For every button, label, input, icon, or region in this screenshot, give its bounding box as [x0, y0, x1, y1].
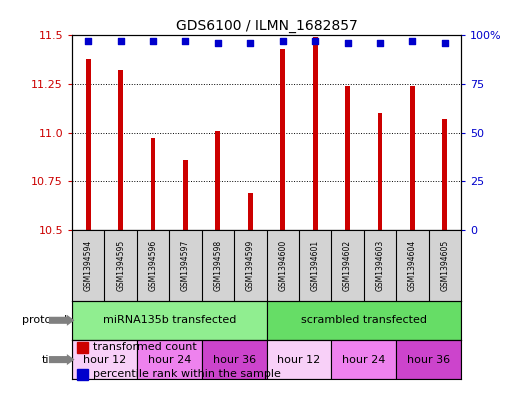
Point [214, 40, 222, 46]
Point [441, 40, 449, 46]
Text: hour 36: hour 36 [212, 354, 255, 365]
Text: transformed count: transformed count [92, 342, 196, 352]
Text: hour 12: hour 12 [278, 354, 321, 365]
Bar [442, 119, 447, 230]
Text: GSM1394595: GSM1394595 [116, 240, 125, 291]
Point [149, 38, 157, 44]
Text: hour 24: hour 24 [342, 354, 385, 365]
Text: GSM1394598: GSM1394598 [213, 240, 222, 291]
Bar [183, 160, 188, 230]
Bar [266, 340, 331, 379]
Bar [378, 113, 382, 230]
Bar [202, 340, 266, 379]
Text: hour 24: hour 24 [148, 354, 191, 365]
Bar [151, 138, 155, 230]
Text: GSM1394597: GSM1394597 [181, 240, 190, 291]
Point [408, 38, 417, 44]
Bar [331, 340, 396, 379]
Text: GSM1394594: GSM1394594 [84, 240, 93, 291]
Text: GSM1394601: GSM1394601 [311, 240, 320, 291]
Bar [396, 340, 461, 379]
Point [84, 38, 92, 44]
Point [343, 40, 351, 46]
Text: GSM1394599: GSM1394599 [246, 240, 255, 291]
Point [279, 38, 287, 44]
Text: percentile rank within the sample: percentile rank within the sample [92, 369, 281, 379]
Point [311, 38, 319, 44]
Text: GSM1394600: GSM1394600 [278, 240, 287, 291]
Bar [266, 301, 461, 340]
Bar [137, 340, 202, 379]
Text: GSM1394596: GSM1394596 [149, 240, 157, 291]
Point [182, 38, 190, 44]
Bar [118, 70, 123, 230]
Text: hour 12: hour 12 [83, 354, 126, 365]
Bar [410, 86, 415, 230]
Bar [248, 193, 253, 230]
Text: GSM1394603: GSM1394603 [376, 240, 384, 291]
Bar [72, 301, 266, 340]
Title: GDS6100 / ILMN_1682857: GDS6100 / ILMN_1682857 [175, 19, 358, 33]
Point [116, 38, 125, 44]
Text: time: time [42, 354, 67, 365]
Bar [280, 49, 285, 230]
Text: hour 36: hour 36 [407, 354, 450, 365]
Text: protocol: protocol [22, 315, 67, 325]
Text: GSM1394604: GSM1394604 [408, 240, 417, 291]
Bar [215, 131, 220, 230]
Point [376, 40, 384, 46]
Text: scrambled transfected: scrambled transfected [301, 315, 427, 325]
Text: GSM1394605: GSM1394605 [440, 240, 449, 291]
Bar [345, 86, 350, 230]
Bar [86, 59, 91, 230]
Bar [313, 37, 318, 230]
Text: GSM1394602: GSM1394602 [343, 240, 352, 291]
Bar [72, 340, 137, 379]
Point [246, 40, 254, 46]
Text: miRNA135b transfected: miRNA135b transfected [103, 315, 236, 325]
